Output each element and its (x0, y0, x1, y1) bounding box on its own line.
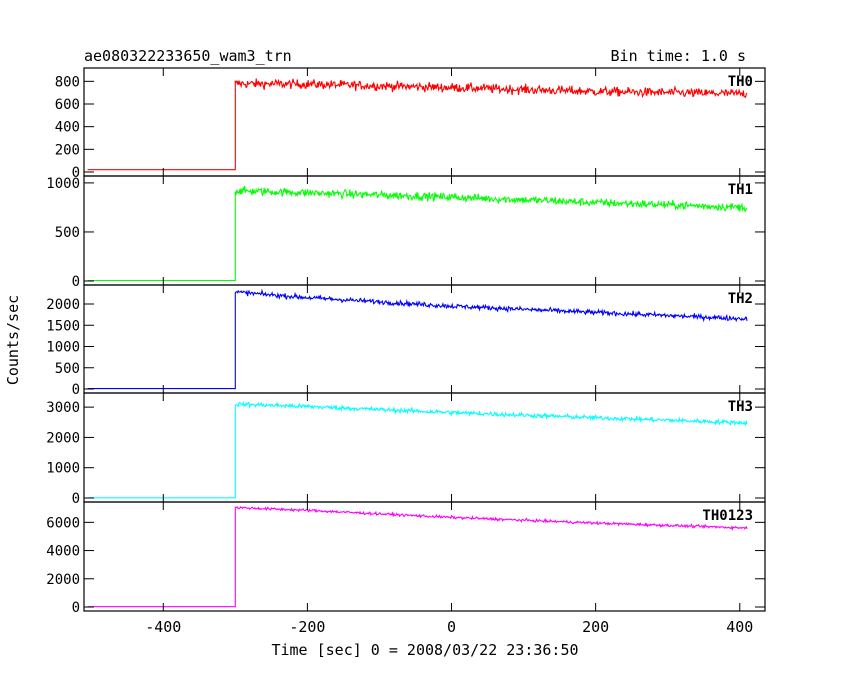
y-tick-label: 800 (55, 74, 80, 90)
x-tick-label: 0 (447, 618, 456, 636)
x-tick-group: -400 -200 0 200 400 (145, 618, 753, 636)
y-tick-label: 1000 (46, 461, 80, 477)
y-tick-label: 1500 (46, 318, 80, 334)
x-tick-label: 200 (582, 618, 609, 636)
y-tick-label: 200 (55, 142, 80, 158)
y-tick-label: 0 (72, 382, 80, 398)
series-line-th1 (87, 186, 748, 282)
panels-group: 0 200 400 600 800 TH0 0 500 1000 TH1 0 500 1000 1500 2… (46, 67, 766, 616)
y-tick-label: 1000 (46, 340, 80, 356)
y-tick-label: 0 (72, 491, 80, 507)
panel-frame (83, 67, 766, 177)
series-label-th0: TH0 (728, 74, 753, 90)
panel-frame (83, 501, 766, 612)
panel-th3: 0 1000 2000 3000 TH3 (46, 392, 766, 507)
x-axis-label: Time [sec] 0 = 2008/03/22 23:36:50 (271, 641, 578, 659)
panel-th0123: 0 2000 4000 6000 TH0123 (46, 501, 766, 616)
panel-th2: 0 500 1000 1500 2000 TH2 (46, 284, 766, 398)
series-label-th2: TH2 (728, 291, 753, 307)
y-tick-label: 3000 (46, 400, 80, 416)
panel-frame (83, 284, 766, 394)
y-tick-label: 0 (72, 165, 80, 181)
x-tick-label: -200 (289, 618, 325, 636)
chart-title: ae080322233650_wam3_trn (84, 47, 292, 65)
series-line-th3 (87, 400, 748, 499)
panel-frame (83, 392, 766, 503)
series-label-th0123: TH0123 (702, 508, 753, 524)
y-tick-label: 4000 (46, 544, 80, 560)
series-line-th2 (87, 288, 748, 390)
y-tick-label: 2000 (46, 430, 80, 446)
panel-frame (83, 175, 766, 286)
y-tick-label: 400 (55, 120, 80, 136)
y-tick-label: 500 (55, 225, 80, 241)
y-axis-label: Counts/sec (4, 295, 22, 385)
y-tick-label: 1000 (46, 176, 80, 192)
bin-time-label: Bin time: 1.0 s (611, 47, 746, 65)
series-line-th0123 (87, 505, 748, 608)
series-label-th3: TH3 (728, 399, 753, 415)
y-tick-label: 6000 (46, 515, 80, 531)
x-tick-label: -400 (145, 618, 181, 636)
panel-th0: 0 200 400 600 800 TH0 (55, 67, 766, 181)
series-label-th1: TH1 (728, 182, 753, 198)
series-line-th0 (87, 78, 748, 171)
y-tick-label: 500 (55, 361, 80, 377)
y-tick-label: 0 (72, 274, 80, 290)
y-tick-label: 600 (55, 97, 80, 113)
y-tick-label: 0 (72, 600, 80, 616)
panel-th1: 0 500 1000 TH1 (46, 175, 766, 290)
y-tick-label: 2000 (46, 572, 80, 588)
x-tick-label: 400 (726, 618, 753, 636)
y-tick-label: 2000 (46, 297, 80, 313)
